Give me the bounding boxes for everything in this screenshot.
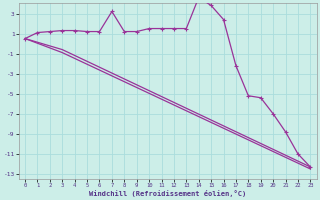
X-axis label: Windchill (Refroidissement éolien,°C): Windchill (Refroidissement éolien,°C) [89,190,246,197]
